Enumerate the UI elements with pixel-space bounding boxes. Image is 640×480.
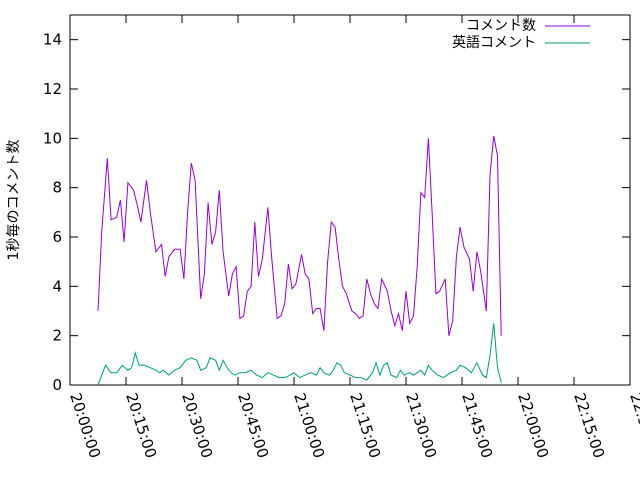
series-line-1 <box>97 323 502 386</box>
legend: コメント数 英語コメント <box>452 18 590 51</box>
series-line-0 <box>97 135 502 336</box>
y-tick-label: 2 <box>52 327 62 345</box>
x-tick-label: 22:30:00 <box>626 391 640 461</box>
x-tick-label: 20:00:00 <box>66 391 104 461</box>
legend-label-comments: コメント数 <box>466 18 536 34</box>
x-tick-label: 21:15:00 <box>346 391 384 461</box>
y-tick-label: 12 <box>43 80 62 98</box>
x-tick-label: 20:15:00 <box>122 391 160 461</box>
x-tick-label: 21:00:00 <box>290 391 328 461</box>
series-layer <box>97 135 502 386</box>
x-tick-label: 22:15:00 <box>570 391 608 461</box>
x-tick-label: 21:45:00 <box>458 391 496 461</box>
y-axis-label: 1秒毎のコメント数 <box>6 140 22 261</box>
y-tick-label: 10 <box>43 129 62 147</box>
x-tick-label: 21:30:00 <box>402 391 440 461</box>
y-tick-label: 14 <box>43 31 62 49</box>
y-axis: 0 2 4 6 8 10 12 14 <box>43 31 630 394</box>
x-tick-label: 22:00:00 <box>514 391 552 461</box>
y-tick-label: 0 <box>52 376 62 394</box>
x-axis: 20:00:00 20:15:00 20:30:00 20:45:00 21:00:00… <box>66 15 640 460</box>
y-tick-label: 8 <box>52 179 62 197</box>
plot-frame <box>69 14 631 386</box>
x-tick-label: 20:30:00 <box>178 391 216 461</box>
y-tick-label: 6 <box>52 228 62 246</box>
y-tick-label: 4 <box>52 277 62 295</box>
legend-label-english-comments: 英語コメント <box>452 34 536 51</box>
x-tick-label: 20:45:00 <box>234 391 272 461</box>
